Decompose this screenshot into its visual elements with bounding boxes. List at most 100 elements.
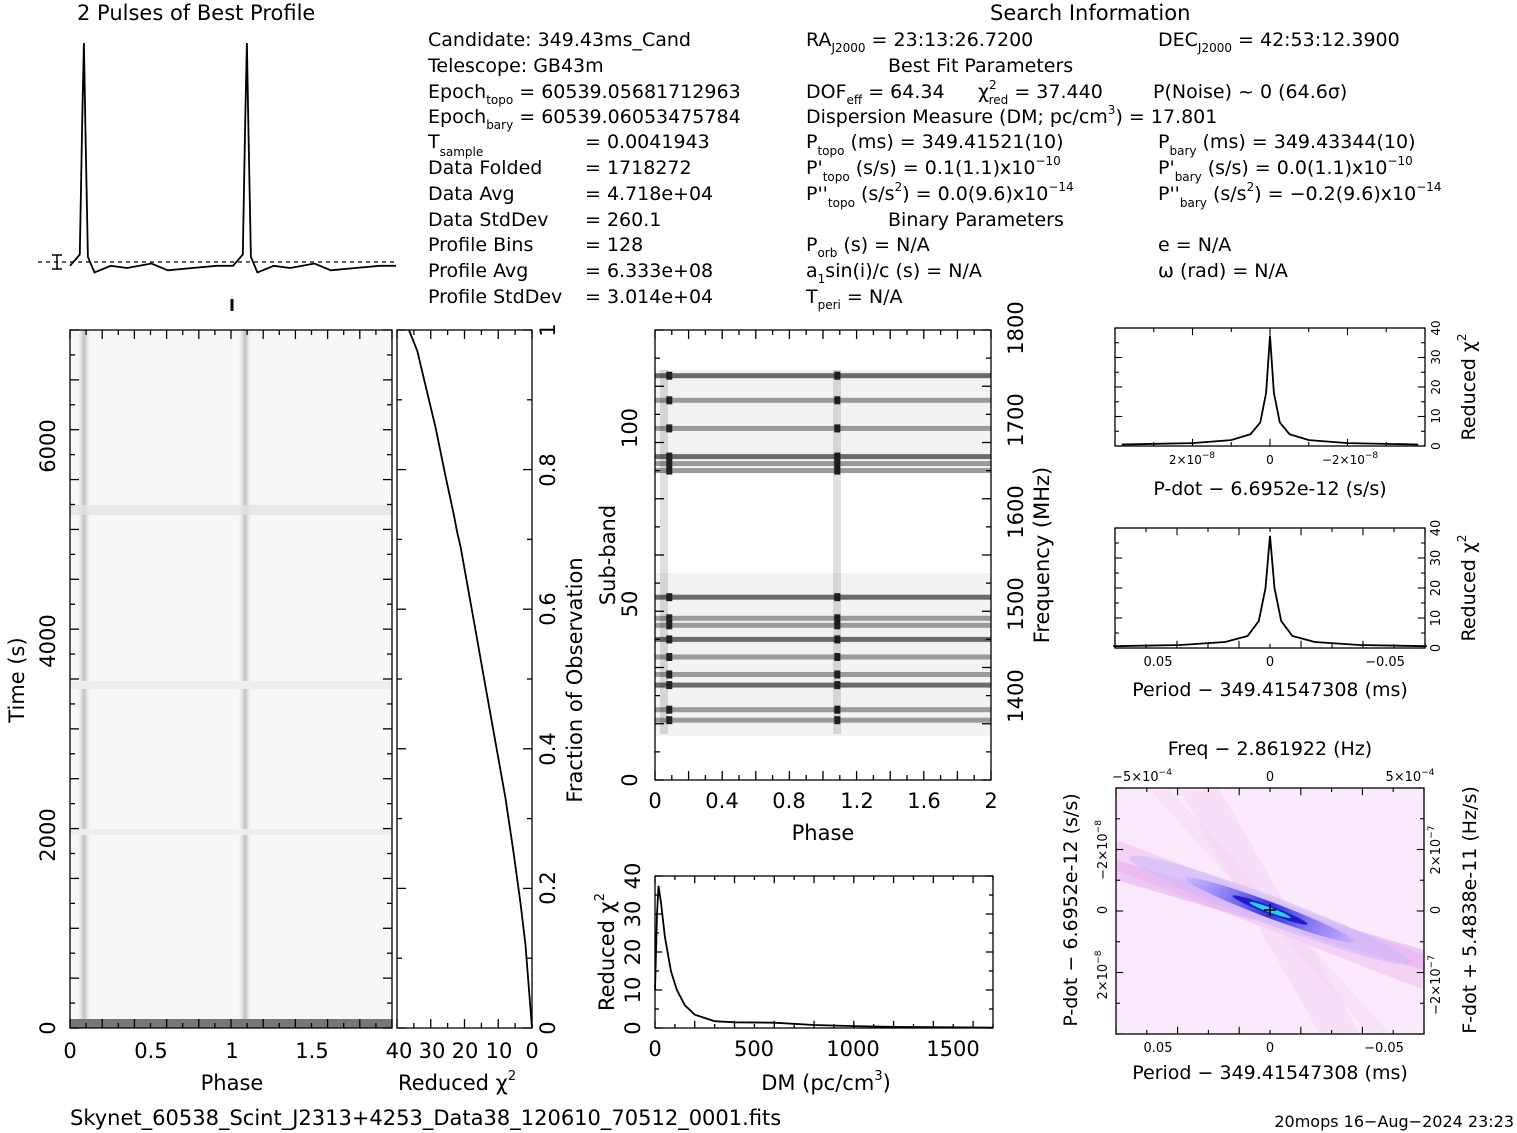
- dm-xlabel: DM (pc/cm3): [761, 1069, 891, 1095]
- sb-ytick-100: 100: [618, 408, 642, 448]
- time-tick-2000: 2000: [36, 808, 60, 861]
- telescope-text: Telescope: GB43m: [427, 55, 604, 77]
- subband-pulse-dot: [666, 424, 673, 433]
- p-topo-row: Ptopo (ms) = 349.41521(10): [806, 131, 1064, 158]
- fraction-tick-0: 0: [536, 1021, 560, 1034]
- period-xlabel: Period − 349.41547308 (ms): [1132, 679, 1408, 701]
- time-tick-4000: 4000: [36, 614, 60, 667]
- subband-pulse-dot: [834, 459, 841, 468]
- time-phase-plot: 0 0.5 1 1.5 Phase 0 2000 4000 6000 Time …: [5, 329, 393, 1095]
- freq-xtick-0: 0: [1266, 770, 1274, 785]
- subband-line-115: [655, 373, 991, 379]
- subband-pulse-dot: [834, 371, 841, 380]
- subband-line-20: [655, 707, 991, 713]
- subband-pulse-dot: [834, 705, 841, 714]
- subband-upper-block: [655, 370, 991, 470]
- data-avg-label: Data Avg: [428, 183, 515, 205]
- period-ytick-30: 30: [1429, 550, 1444, 567]
- freq-tick-1700: 1700: [1004, 393, 1028, 446]
- dm-ytick-40: 40: [621, 863, 645, 890]
- subband-phase-plot: 0 0.4 0.8 1.2 1.6 2 Phase 0 50 100 Sub-b…: [596, 301, 1054, 845]
- faint-row-1: [70, 681, 392, 689]
- sb-xtick-0.4: 0.4: [705, 789, 738, 813]
- chi2-fraction-line: [408, 329, 533, 1029]
- pdot-xtick-right: −2×10−8: [1322, 451, 1379, 467]
- dec-row: DECJ2000 = 42:53:12.3900: [1158, 29, 1400, 55]
- time-phase-ylabel: Time (s): [5, 637, 29, 723]
- binary-title: Binary Parameters: [888, 209, 1064, 231]
- freq-xtick-right: 5×10−4: [1386, 768, 1435, 785]
- dm-ytick-30: 30: [621, 901, 645, 928]
- dm-xtick-1500: 1500: [926, 1037, 979, 1061]
- best-fit-cross: [1264, 904, 1276, 916]
- fdot-ytick-top: 2×10−7: [1427, 826, 1444, 875]
- period-xtick-0: 0: [1266, 655, 1274, 670]
- dm-ytick-20: 20: [621, 939, 645, 966]
- dm-line: [654, 885, 994, 1029]
- subband-pulse-dot: [666, 371, 673, 380]
- epoch-bary-row: Epochbary = 60539.06053475784: [428, 106, 741, 132]
- dm-ylabel: Reduced χ2: [593, 893, 619, 1011]
- freq-xtick-left: −5×10−4: [1112, 768, 1172, 785]
- subband-line-30: [655, 672, 991, 677]
- pdot-line: [1121, 335, 1419, 446]
- subband-pulse-dot: [834, 424, 841, 433]
- sb-xtick-2: 2: [984, 789, 997, 813]
- chi2-fraction-frame: [396, 329, 533, 1029]
- subband-line-100: [655, 425, 991, 431]
- pulse-track-2: [237, 330, 253, 1028]
- phase-tick-1: 1: [225, 1039, 238, 1063]
- map-ytick-0: 0: [1096, 906, 1111, 914]
- phase-tick-0.5: 0.5: [134, 1039, 167, 1063]
- sb-ytick-50: 50: [618, 591, 642, 618]
- profile-line: [69, 42, 396, 274]
- data-stddev-value: = 260.1: [585, 209, 661, 231]
- time-phase-xlabel: Phase: [201, 1071, 264, 1095]
- period-ylabel: Reduced χ2: [1455, 535, 1480, 642]
- period-ytick-10: 10: [1429, 610, 1444, 627]
- subband-ylabel: Sub-band: [596, 505, 620, 605]
- data-folded-label: Data Folded: [428, 157, 542, 179]
- sb-xtick-0.8: 0.8: [772, 789, 805, 813]
- subband-pulse-dot: [834, 396, 841, 405]
- tperi-row: Tperi = N/A: [805, 286, 903, 312]
- subband-pulse-dot: [666, 716, 673, 725]
- fdot-ytick-0: 0: [1429, 906, 1444, 914]
- e-row: e = N/A: [1158, 234, 1231, 256]
- profile-avg-label: Profile Avg: [428, 260, 528, 282]
- interference-row: [70, 505, 392, 515]
- sb-xtick-0: 0: [648, 789, 661, 813]
- freq-tick-1400: 1400: [1004, 669, 1028, 722]
- chi2-fraction-plot: 40 30 20 10 0 Reduced χ2 0 0.2 0.4 0.6 0…: [386, 323, 587, 1095]
- subband-line-52: [655, 594, 991, 600]
- map-xtick-0: 0: [1266, 1041, 1274, 1056]
- map-y2label: F-dot + 5.4838e-11 (Hz/s): [1459, 786, 1481, 1034]
- subband-pulse-dot: [666, 396, 673, 405]
- subband-pulse-dot: [666, 681, 673, 690]
- subband-line-46: [655, 615, 991, 621]
- subband-line-27: [655, 682, 991, 688]
- pdot-xtick-0: 0: [1266, 453, 1274, 467]
- subband-pulse-dot: [834, 452, 841, 461]
- subband-pulse-dot: [834, 621, 841, 630]
- subband-pulse-dot: [666, 593, 673, 602]
- profile-stddev-label: Profile StdDev: [428, 286, 562, 308]
- map-xtick-neg0.05: −0.05: [1364, 1041, 1404, 1056]
- chi2frac-xtick-0: 0: [525, 1039, 538, 1063]
- map-ytick-top: −2×10−8: [1094, 820, 1111, 880]
- period-plot: 0.05 0 −0.05 0 10 20 30 40 Period − 349.…: [1113, 520, 1480, 701]
- pdot-ytick-30: 30: [1429, 349, 1443, 364]
- subband-pulse-track-2: [833, 370, 841, 734]
- subband-pulse-dot: [834, 681, 841, 690]
- sb-xtick-1.6: 1.6: [907, 789, 940, 813]
- chi2frac-xtick-20: 20: [452, 1039, 479, 1063]
- chi2frac-xtick-10: 10: [486, 1039, 513, 1063]
- subband-pulse-dot: [666, 621, 673, 630]
- pdot-xtick-left: 2×10−8: [1169, 451, 1216, 467]
- profile-errorbar: [52, 254, 62, 270]
- subband-pulse-dot: [834, 716, 841, 725]
- fraction-tick-0.8: 0.8: [536, 453, 560, 486]
- dm-frame: [654, 875, 994, 1029]
- dm-ytick-0: 0: [621, 1021, 645, 1034]
